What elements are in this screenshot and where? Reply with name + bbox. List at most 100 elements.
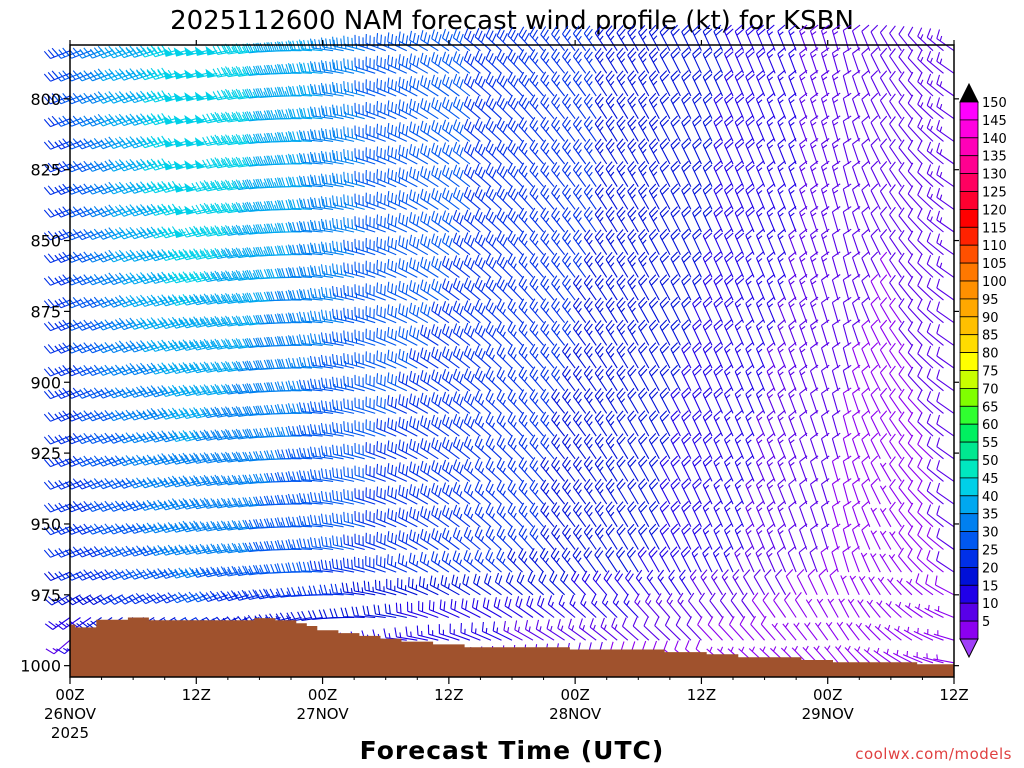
colorbar-swatch xyxy=(959,191,979,210)
wind-barb xyxy=(889,320,902,346)
wind-barb xyxy=(159,452,186,466)
wind-barb xyxy=(551,184,566,210)
wind-barb xyxy=(529,479,545,505)
wind-barb xyxy=(745,47,755,74)
wind-barb xyxy=(170,248,197,261)
wind-barb xyxy=(681,274,692,301)
wind-barb xyxy=(107,409,134,422)
wind-barb xyxy=(159,544,186,556)
wind-barb xyxy=(889,501,902,528)
wind-barb xyxy=(870,251,881,278)
wind-barb xyxy=(551,116,566,142)
wind-barb xyxy=(659,365,671,392)
wind-barb xyxy=(627,297,639,323)
wind-barb xyxy=(870,530,881,550)
wind-barb xyxy=(926,300,944,324)
wind-barb xyxy=(594,297,608,324)
wind-barb xyxy=(85,138,113,150)
wind-barb xyxy=(395,602,418,619)
wind-barb xyxy=(409,302,429,324)
wind-barb xyxy=(799,92,808,119)
wind-barb xyxy=(420,188,439,210)
wind-barb xyxy=(723,69,734,97)
wind-barb xyxy=(638,387,650,414)
wind-barb xyxy=(441,437,460,460)
colorbar-swatch xyxy=(959,513,979,533)
wind-barb xyxy=(799,341,808,369)
wind-barb xyxy=(117,249,144,263)
wind-barb xyxy=(452,164,471,188)
wind-barb xyxy=(907,480,923,505)
wind-barb xyxy=(75,500,102,513)
wind-barb xyxy=(255,314,281,325)
wind-barb xyxy=(766,137,776,165)
colorbar-label: 55 xyxy=(982,436,999,451)
wind-barb xyxy=(85,387,113,399)
wind-barb xyxy=(723,274,734,301)
wind-barb xyxy=(755,455,766,482)
wind-barb xyxy=(734,183,745,210)
wind-barb xyxy=(287,244,313,256)
colorbar-label: 125 xyxy=(982,186,1007,201)
wind-barb xyxy=(745,500,755,528)
wind-barb xyxy=(320,468,344,482)
wind-barb xyxy=(842,251,852,278)
wind-barb xyxy=(788,228,797,255)
wind-barb xyxy=(507,26,523,52)
wind-barb xyxy=(898,434,913,460)
wind-barb xyxy=(659,387,671,414)
wind-barb xyxy=(128,454,155,466)
wind-barb xyxy=(562,207,576,233)
wind-barb xyxy=(745,319,755,346)
wind-barb xyxy=(583,365,597,392)
wind-barb xyxy=(562,25,576,52)
wind-barb xyxy=(670,319,681,346)
wind-barb xyxy=(898,252,913,278)
wind-barb xyxy=(287,312,313,324)
wind-barb xyxy=(277,86,302,97)
wind-barb xyxy=(191,497,218,510)
wind-barb xyxy=(85,206,113,218)
wind-barb xyxy=(386,554,408,573)
wind-barb xyxy=(149,522,176,534)
chart-title: 2025112600 NAM forecast wind profile (kt… xyxy=(170,6,854,36)
wind-barb xyxy=(777,432,787,460)
wind-barb xyxy=(138,362,165,375)
wind-barb xyxy=(589,618,608,641)
wind-barb xyxy=(902,650,923,664)
wind-barb xyxy=(85,296,113,309)
wind-barb xyxy=(820,296,830,323)
wind-barb xyxy=(43,525,71,536)
wind-barb xyxy=(616,70,629,97)
wind-barb xyxy=(777,137,787,165)
wind-barb xyxy=(917,276,934,301)
wind-barb xyxy=(365,419,386,437)
wind-barb xyxy=(809,160,819,187)
wind-barb xyxy=(170,430,197,443)
wind-barb xyxy=(605,433,618,460)
wind-barb xyxy=(287,108,313,120)
wind-barb xyxy=(879,138,892,165)
wind-barb xyxy=(734,138,745,165)
wind-barb xyxy=(648,251,660,278)
wind-barb xyxy=(670,160,681,187)
wind-barb xyxy=(551,479,566,505)
wind-barb xyxy=(43,185,71,196)
wind-barb xyxy=(309,560,334,573)
wind-barb xyxy=(863,647,881,664)
wind-barb xyxy=(692,387,702,414)
wind-barb xyxy=(723,183,734,210)
wind-barb xyxy=(907,253,923,278)
wind-barb xyxy=(870,228,881,255)
wind-barb xyxy=(692,410,702,437)
wind-barb xyxy=(128,136,155,149)
wind-barb xyxy=(551,161,566,188)
wind-barb xyxy=(777,296,787,323)
wind-barb xyxy=(700,569,713,596)
wind-barb xyxy=(354,57,376,74)
wind-barb xyxy=(463,390,481,414)
colorbar-label: 15 xyxy=(982,579,999,594)
wind-barb xyxy=(419,551,439,573)
x-tick-label: 00Z xyxy=(308,686,337,704)
wind-barb xyxy=(43,93,71,105)
